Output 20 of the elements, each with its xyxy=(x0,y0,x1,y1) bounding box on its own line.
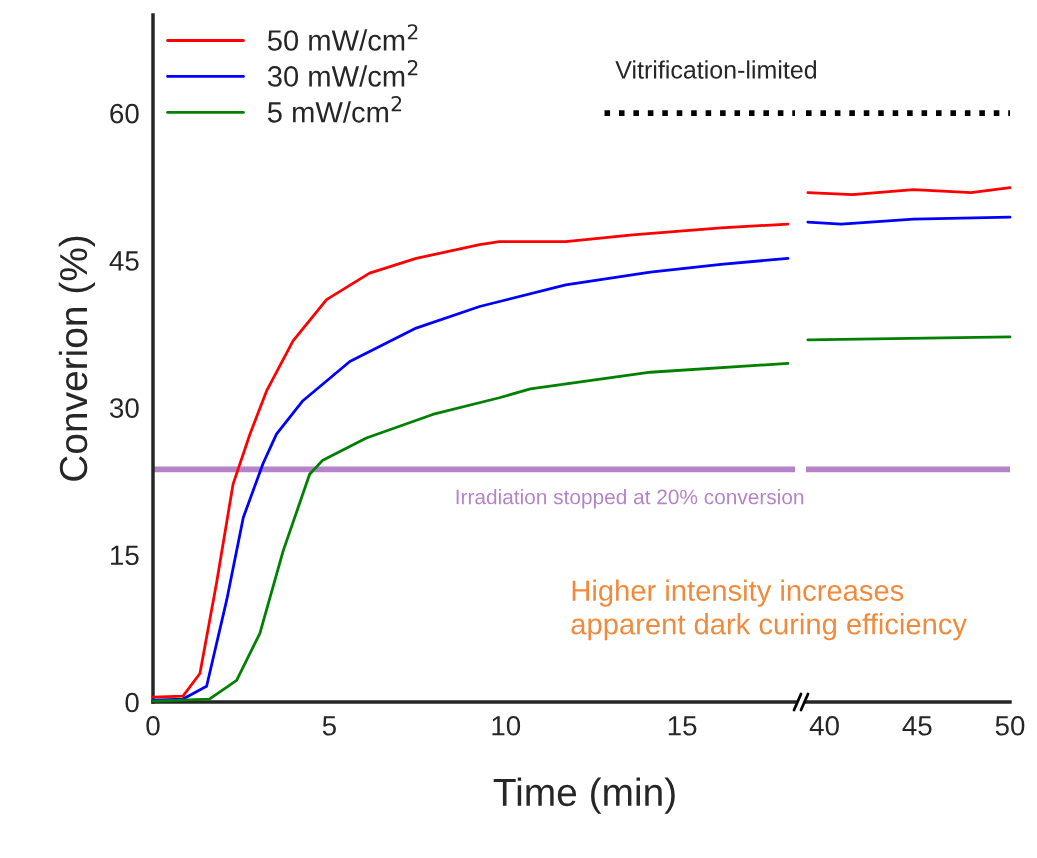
y-tick-label: 60 xyxy=(110,103,139,124)
annotation: Higher intensity increases apparent dark curing efficiency xyxy=(571,579,967,641)
x-tick-label: 5 xyxy=(322,716,336,736)
y-axis-title: Converion (%) xyxy=(58,236,95,481)
ref-line-label: Irradiation stopped at 20% conversion xyxy=(456,489,804,509)
x-tick-label: 0 xyxy=(146,715,160,736)
x-tick-label: 15 xyxy=(668,716,697,736)
x-tick-label: 50 xyxy=(995,715,1025,736)
x-axis-title: Time (min) xyxy=(493,777,675,814)
x-tick-label: 10 xyxy=(492,715,521,736)
y-tick-label: 30 xyxy=(109,398,139,418)
annotation: Vitrification-limited xyxy=(615,60,817,79)
legend-label: 5 mW/cm$^{2}$ xyxy=(267,96,402,123)
x-tick-label: 45 xyxy=(902,716,932,736)
x-tick-label: 40 xyxy=(809,715,839,736)
legend-label: 30 mW/cm$^{2}$ xyxy=(267,60,418,87)
legend-label: 50 mW/cm$^{2}$ xyxy=(267,24,418,51)
y-tick-label: 45 xyxy=(109,251,139,271)
y-tick-label: 15 xyxy=(111,545,139,566)
y-tick-label: 0 xyxy=(125,692,139,713)
